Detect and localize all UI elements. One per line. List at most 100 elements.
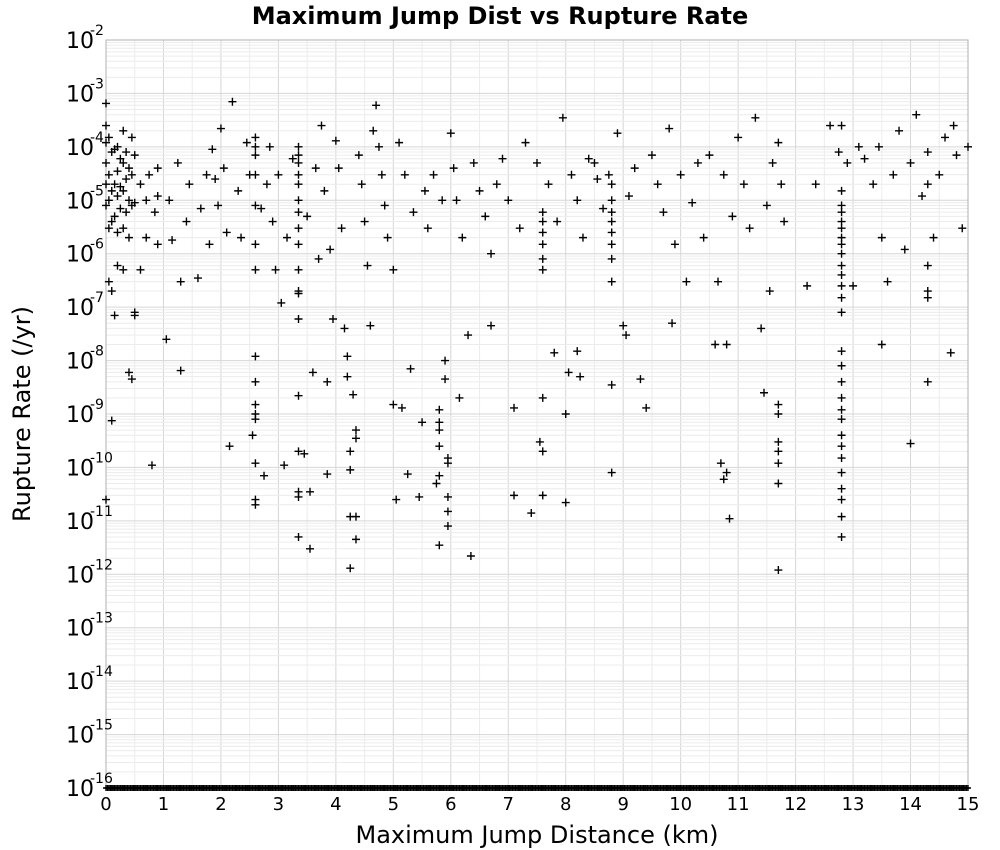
data-point: [837, 249, 846, 258]
y-tick-base: 10: [66, 82, 94, 107]
data-point: [774, 459, 783, 468]
data-point: [119, 224, 128, 233]
data-point: [196, 204, 205, 213]
data-point: [584, 154, 593, 163]
data-point: [208, 145, 217, 154]
y-tick-label: 10-7: [66, 290, 104, 321]
y-tick-label: 10-12: [66, 557, 113, 588]
data-point: [251, 352, 260, 361]
x-tick-label: 12: [784, 794, 807, 815]
data-point: [251, 142, 260, 151]
data-point: [116, 154, 125, 163]
data-point: [923, 287, 932, 296]
data-point: [668, 319, 677, 328]
data-point: [544, 180, 553, 189]
data-point: [443, 459, 452, 468]
data-point: [774, 138, 783, 147]
data-point: [349, 390, 358, 399]
data-point: [127, 170, 136, 179]
data-point: [538, 208, 547, 217]
data-point: [326, 245, 335, 254]
data-point: [768, 158, 777, 167]
data-point: [265, 142, 274, 151]
data-point: [274, 170, 283, 179]
y-tick-label: 10-4: [66, 130, 104, 161]
data-point: [719, 170, 728, 179]
y-tick-base: 10: [66, 350, 94, 375]
data-point: [659, 208, 668, 217]
data-point: [294, 532, 303, 541]
data-point: [119, 265, 128, 274]
data-point: [435, 426, 444, 435]
data-point: [107, 186, 116, 195]
data-point: [607, 254, 616, 263]
data-point: [443, 522, 452, 531]
data-point: [593, 175, 602, 184]
data-point: [343, 372, 352, 381]
data-point: [837, 442, 846, 451]
data-point: [466, 551, 475, 560]
data-point: [895, 126, 904, 135]
x-tick-label: 8: [560, 794, 571, 815]
data-point: [340, 324, 349, 333]
y-axis-ticks: 10-210-310-410-510-610-710-810-910-1010-…: [66, 23, 113, 802]
y-tick-exponent: -2: [90, 23, 104, 39]
data-point: [441, 356, 450, 365]
y-tick-exponent: -14: [90, 664, 113, 680]
data-point: [242, 138, 251, 147]
y-tick-label: 10-9: [66, 397, 104, 428]
data-point: [331, 136, 340, 145]
data-point: [294, 170, 303, 179]
data-point: [458, 233, 467, 242]
data-point: [699, 233, 708, 242]
data-point: [803, 281, 812, 290]
x-tick-label: 13: [842, 794, 865, 815]
data-point: [351, 512, 360, 521]
y-tick-label: 10-10: [66, 450, 113, 481]
data-point: [346, 564, 355, 573]
data-point: [492, 180, 501, 189]
y-tick-base: 10: [66, 617, 94, 642]
data-point: [142, 196, 151, 205]
x-tick-label: 1: [158, 794, 169, 815]
data-point: [613, 129, 622, 138]
data-point: [438, 196, 447, 205]
data-point: [435, 541, 444, 550]
data-point: [515, 224, 524, 233]
data-point: [104, 170, 113, 179]
data-point: [351, 426, 360, 435]
data-point: [837, 261, 846, 270]
data-point: [251, 170, 260, 179]
data-point: [124, 233, 133, 242]
data-point: [777, 180, 786, 189]
data-point: [113, 261, 122, 270]
data-point: [409, 208, 418, 217]
data-point: [837, 415, 846, 424]
data-point: [294, 289, 303, 298]
data-point: [314, 254, 323, 263]
data-point: [113, 142, 122, 151]
data-point: [372, 101, 381, 110]
y-tick-label: 10-2: [66, 23, 104, 54]
data-point: [538, 447, 547, 456]
data-point: [653, 180, 662, 189]
y-tick-base: 10: [66, 243, 94, 268]
data-point: [294, 180, 303, 189]
y-tick-exponent: -5: [90, 183, 104, 199]
data-point: [469, 158, 478, 167]
data-point: [935, 170, 944, 179]
data-point: [294, 158, 303, 167]
data-point: [214, 201, 223, 210]
data-point: [745, 224, 754, 233]
data-point: [124, 164, 133, 173]
data-point: [837, 454, 846, 463]
data-point: [854, 142, 863, 151]
data-point: [607, 196, 616, 205]
data-point: [294, 142, 303, 151]
data-point: [320, 186, 329, 195]
data-point: [837, 532, 846, 541]
data-point: [377, 170, 386, 179]
data-point: [150, 208, 159, 217]
data-point: [607, 228, 616, 237]
data-point: [538, 491, 547, 500]
